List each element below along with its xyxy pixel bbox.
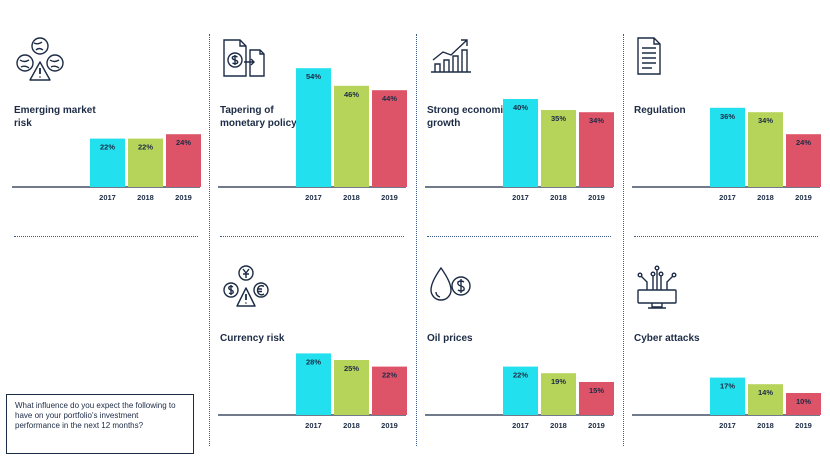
chart-title: Tapering of monetary policy: [220, 105, 297, 129]
category-tick-label: 2019: [381, 421, 398, 430]
bar-value-label: 25%: [344, 364, 359, 373]
bar-2017: [710, 107, 745, 187]
category-tick-label: 2017: [719, 421, 736, 430]
document-icon: [634, 36, 686, 84]
bar-2019: [166, 134, 201, 187]
bar-value-label: 24%: [796, 138, 811, 147]
bar-chart-plot: 40% 2017 35% 2018 34% 2019: [425, 99, 614, 202]
bar-value-label: 34%: [758, 116, 773, 125]
chart-panel-strong-economic-growth: Strong economic growth 40% 2017 35% 2018 34%…: [425, 34, 625, 244]
bar-2019: [372, 366, 407, 415]
globes-warning-icon: [14, 36, 66, 84]
currency-warning-icon: [220, 264, 272, 312]
bar-chart-plot: 28% 2017 25% 2018 22% 2019: [218, 353, 407, 430]
row-divider: [220, 236, 404, 237]
bar-value-label: 19%: [551, 377, 566, 386]
column-divider: [209, 34, 210, 446]
bar-chart-plot: 22% 2017 19% 2018 15% 2019: [425, 366, 614, 430]
bar-2018: [334, 85, 369, 187]
bar-2017: [503, 99, 538, 187]
bar-chart-plot: 36% 2017 34% 2018 24% 2019: [632, 107, 821, 202]
dollar-document-icon: [220, 36, 272, 84]
bar-chart-plot: 22% 2017 22% 2018 24% 2019: [12, 134, 201, 202]
survey-question: What influence do you expect the followi…: [6, 394, 194, 454]
oil-drop-dollar-icon: [427, 264, 479, 312]
category-tick-label: 2018: [550, 193, 567, 202]
row-divider: [634, 236, 818, 237]
category-tick-label: 2019: [381, 193, 398, 202]
row-divider: [14, 236, 198, 237]
category-tick-label: 2019: [795, 421, 812, 430]
chart-panel-currency-risk: Currency risk 28% 2017 25% 2018 22% 2019: [218, 262, 418, 472]
category-tick-label: 2019: [175, 193, 192, 202]
bar-value-label: 14%: [758, 388, 773, 397]
category-tick-label: 2019: [795, 193, 812, 202]
category-tick-label: 2018: [550, 421, 567, 430]
bar-value-label: 22%: [100, 143, 115, 152]
column-divider: [623, 34, 624, 446]
category-tick-label: 2018: [343, 421, 360, 430]
chart-panel-oil-prices: Oil prices 22% 2017 19% 2018 15% 2019: [425, 262, 625, 472]
chart-title: Currency risk: [220, 333, 285, 344]
chart-title: Cyber attacks: [634, 333, 700, 344]
chart-panel-regulation: Regulation 36% 2017 34% 2018 24% 2019: [632, 34, 830, 244]
bar-value-label: 24%: [176, 138, 191, 147]
bar-2018: [128, 138, 163, 187]
row-divider: [427, 236, 611, 237]
chart-title: Oil prices: [427, 333, 473, 344]
category-tick-label: 2017: [719, 193, 736, 202]
bar-2018: [541, 110, 576, 187]
chart-panel-cyber-attacks: Cyber attacks 17% 2017 14% 2018 10% 2019: [632, 262, 830, 472]
category-tick-label: 2018: [757, 193, 774, 202]
bar-value-label: 44%: [382, 94, 397, 103]
circuit-monitor-icon: [634, 264, 686, 312]
bar-value-label: 54%: [306, 72, 321, 81]
bar-value-label: 40%: [513, 103, 528, 112]
bar-2017: [90, 138, 125, 187]
bar-2018: [748, 112, 783, 187]
chart-title: Strong economic growth: [427, 105, 509, 129]
bar-value-label: 22%: [138, 143, 153, 152]
bar-2019: [786, 393, 821, 415]
chart-panel-emerging-market-risk: Emerging market risk 22% 2017 22% 2018 24% 20…: [12, 34, 212, 244]
chart-panel-tapering-of-monetary-policy: Tapering of monetary policy 54% 2017 46% 20…: [218, 34, 418, 244]
category-tick-label: 2017: [512, 193, 529, 202]
chart-title: Regulation: [634, 105, 686, 116]
bar-value-label: 34%: [589, 116, 604, 125]
bar-value-label: 15%: [589, 386, 604, 395]
category-tick-label: 2019: [588, 193, 605, 202]
bar-chart-plot: 17% 2017 14% 2018 10% 2019: [632, 377, 821, 430]
bar-value-label: 22%: [513, 371, 528, 380]
bar-value-label: 36%: [720, 112, 735, 121]
category-tick-label: 2018: [757, 421, 774, 430]
bar-2017: [296, 353, 331, 415]
chart-title: Emerging market risk: [14, 105, 96, 129]
category-tick-label: 2019: [588, 421, 605, 430]
bar-value-label: 28%: [306, 357, 321, 366]
bar-2019: [579, 112, 614, 187]
category-tick-label: 2017: [305, 193, 322, 202]
bar-2019: [372, 90, 407, 187]
bar-value-label: 10%: [796, 397, 811, 406]
bar-2017: [296, 68, 331, 187]
bar-value-label: 17%: [720, 382, 735, 391]
bar-2019: [579, 382, 614, 415]
bar-2017: [503, 366, 538, 415]
column-divider: [416, 34, 417, 446]
bar-2018: [541, 373, 576, 415]
bar-chart-plot: 54% 2017 46% 2018 44% 2019: [218, 68, 407, 202]
bar-value-label: 46%: [344, 90, 359, 99]
bar-2017: [710, 377, 745, 415]
bar-value-label: 22%: [382, 371, 397, 380]
category-tick-label: 2017: [305, 421, 322, 430]
category-tick-label: 2018: [137, 193, 154, 202]
bar-value-label: 35%: [551, 114, 566, 123]
category-tick-label: 2017: [99, 193, 116, 202]
bar-2019: [786, 134, 821, 187]
rising-bars-icon: [427, 36, 479, 84]
category-tick-label: 2017: [512, 421, 529, 430]
bar-2018: [748, 384, 783, 415]
category-tick-label: 2018: [343, 193, 360, 202]
bar-2018: [334, 360, 369, 415]
